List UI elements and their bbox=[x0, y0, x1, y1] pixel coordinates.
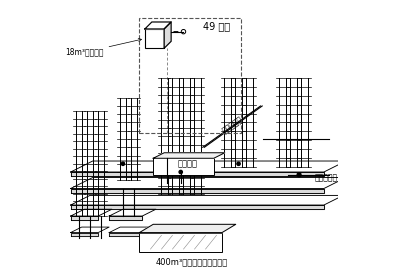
Text: 400m³生活消防合用蓄水池: 400m³生活消防合用蓄水池 bbox=[156, 257, 228, 266]
Polygon shape bbox=[145, 22, 171, 29]
Polygon shape bbox=[71, 233, 98, 236]
Polygon shape bbox=[109, 216, 142, 220]
Circle shape bbox=[179, 170, 182, 174]
Polygon shape bbox=[71, 178, 346, 188]
Polygon shape bbox=[71, 205, 324, 209]
Circle shape bbox=[121, 162, 124, 165]
Polygon shape bbox=[71, 227, 109, 233]
Bar bbox=[153, 158, 214, 175]
Bar bbox=[140, 233, 222, 252]
Text: 49 号楼: 49 号楼 bbox=[203, 21, 230, 31]
Polygon shape bbox=[71, 161, 346, 172]
Text: 市政给水管: 市政给水管 bbox=[314, 173, 337, 182]
Polygon shape bbox=[71, 188, 324, 193]
Circle shape bbox=[297, 173, 301, 177]
Polygon shape bbox=[71, 195, 343, 205]
Polygon shape bbox=[109, 209, 156, 216]
Polygon shape bbox=[71, 216, 98, 220]
Polygon shape bbox=[140, 224, 236, 233]
Polygon shape bbox=[109, 233, 142, 236]
Text: 市政给水管: 市政给水管 bbox=[221, 115, 245, 136]
Bar bbox=[145, 29, 164, 48]
Text: 18m³消防容积: 18m³消防容积 bbox=[65, 39, 142, 57]
Circle shape bbox=[237, 162, 240, 165]
Text: 加压泵房: 加压泵房 bbox=[178, 159, 198, 168]
Polygon shape bbox=[71, 172, 324, 176]
Polygon shape bbox=[109, 227, 153, 233]
Polygon shape bbox=[153, 153, 225, 158]
Polygon shape bbox=[71, 209, 112, 216]
Polygon shape bbox=[164, 22, 171, 48]
Bar bbox=[140, 18, 241, 133]
